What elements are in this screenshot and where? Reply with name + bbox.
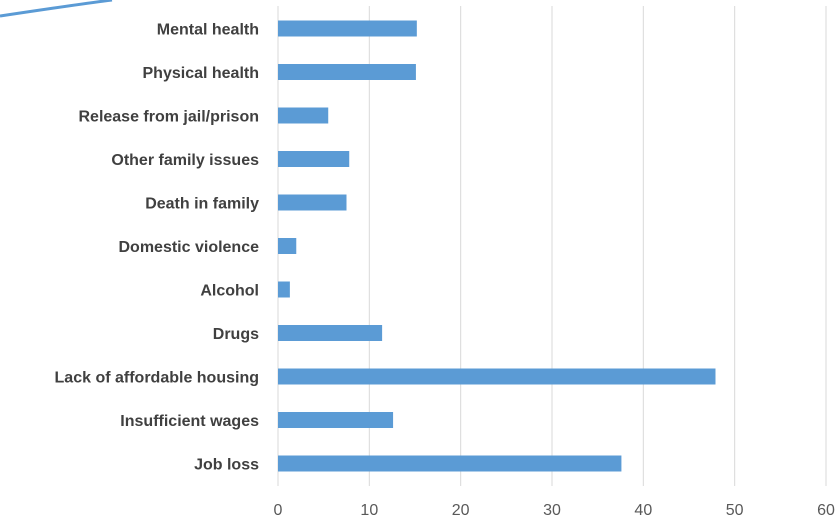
x-tick-label: 20 xyxy=(452,502,470,519)
x-tick-label: 10 xyxy=(360,502,378,519)
bars xyxy=(278,20,716,472)
category-label: Domestic violence xyxy=(119,239,260,256)
bar-other-family-issues xyxy=(278,151,350,167)
category-label: Other family issues xyxy=(111,152,259,169)
x-tick-label: 30 xyxy=(543,502,561,519)
bar-domestic-violence xyxy=(278,238,297,254)
bar-alcohol xyxy=(278,281,290,298)
category-label: Physical health xyxy=(143,65,260,82)
x-tick-label: 0 xyxy=(274,502,283,519)
bar-job-loss xyxy=(278,455,622,472)
bar-drugs xyxy=(278,325,383,341)
x-tick-label: 50 xyxy=(726,502,744,519)
bar-lack-of-affordable-housing xyxy=(278,368,716,385)
category-label: Release from jail/prison xyxy=(78,109,259,126)
category-label: Lack of affordable housing xyxy=(55,370,259,387)
category-label: Insufficient wages xyxy=(120,413,259,430)
bar-mental-health xyxy=(278,20,417,37)
category-label: Drugs xyxy=(213,326,259,343)
gridlines xyxy=(277,6,827,486)
x-tick-label: 40 xyxy=(634,502,652,519)
x-tick-label: 60 xyxy=(817,502,835,519)
bar-death-in-family xyxy=(278,194,347,211)
bar-insufficient-wages xyxy=(278,412,394,428)
x-axis-tick-labels: 0 10 20 30 40 50 60 xyxy=(274,502,835,519)
category-label: Mental health xyxy=(157,22,259,39)
category-label: Job loss xyxy=(194,457,259,474)
category-label: Death in family xyxy=(145,196,259,213)
category-labels: Mental health Physical health Release from… xyxy=(55,22,260,474)
decorative-arrow-line xyxy=(0,0,113,18)
category-label: Alcohol xyxy=(200,283,259,300)
bar-release-from-jail-prison xyxy=(278,107,329,124)
bar-physical-health xyxy=(278,64,416,80)
